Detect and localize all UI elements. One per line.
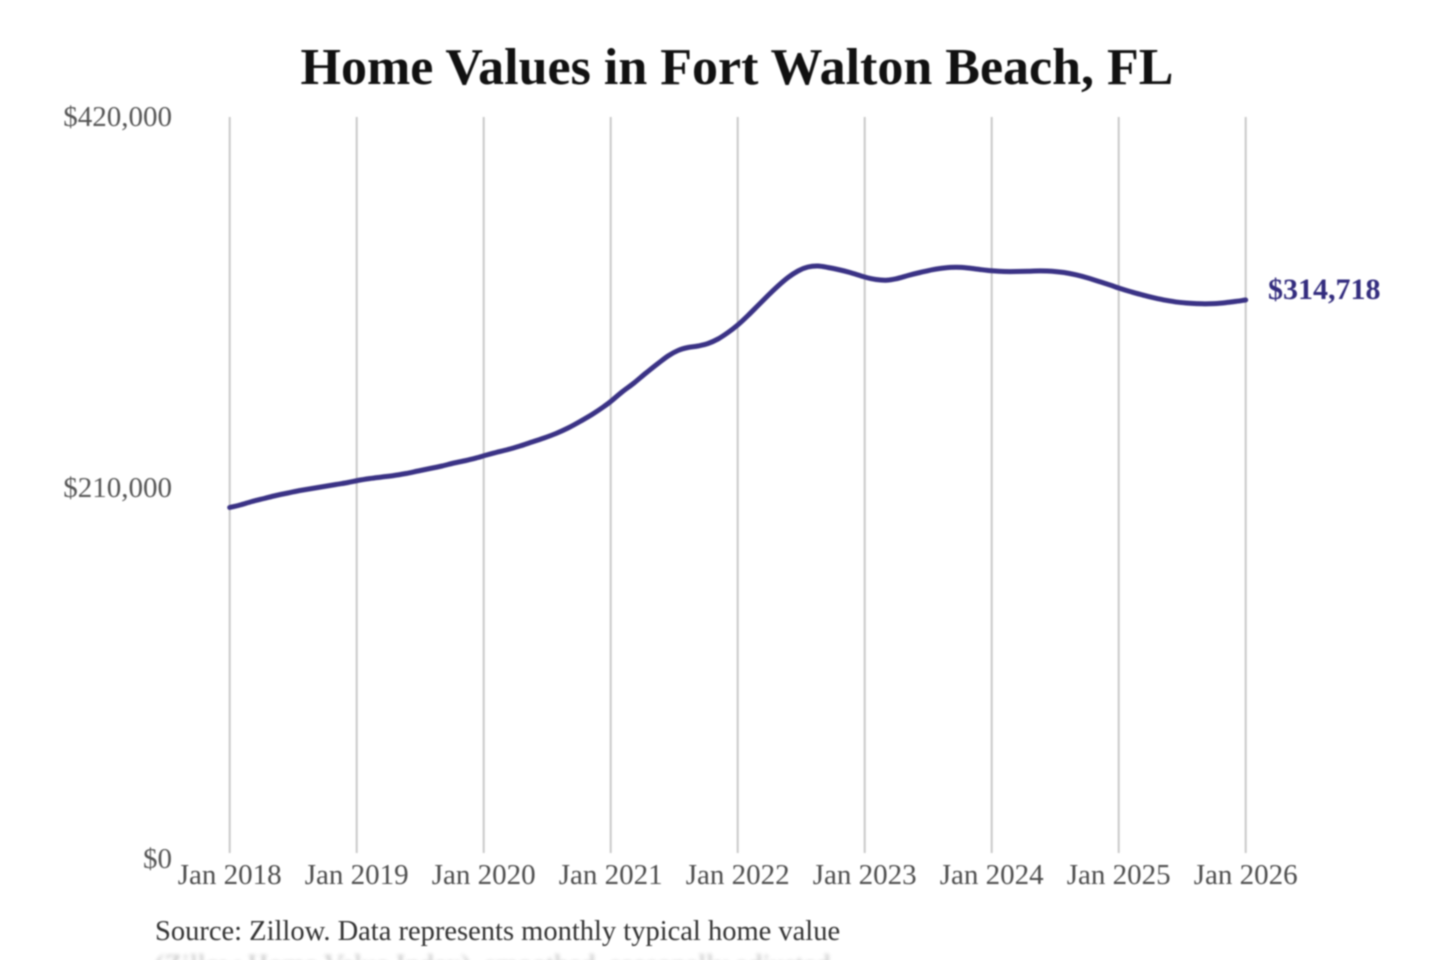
svg-text:Jan 2025: Jan 2025	[1067, 859, 1171, 891]
svg-text:Jan 2021: Jan 2021	[559, 859, 663, 891]
svg-text:Jan 2018: Jan 2018	[178, 859, 282, 891]
svg-text:Jan 2026: Jan 2026	[1194, 859, 1298, 891]
svg-text:Jan 2024: Jan 2024	[940, 859, 1044, 891]
svg-text:Source: Zillow. Data represent: Source: Zillow. Data represents monthly …	[155, 916, 840, 947]
svg-text:$210,000: $210,000	[63, 472, 172, 504]
svg-text:Jan 2019: Jan 2019	[305, 859, 409, 891]
svg-text:(Zillow Home Value Index), smo: (Zillow Home Value Index), smoothed, sea…	[155, 950, 830, 960]
svg-text:$420,000: $420,000	[63, 101, 172, 133]
svg-text:Jan 2022: Jan 2022	[686, 859, 790, 891]
svg-text:Jan 2023: Jan 2023	[813, 859, 917, 891]
svg-text:Home Values in Fort Walton Bea: Home Values in Fort Walton Beach, FL	[301, 39, 1174, 96]
svg-text:$314,718: $314,718	[1268, 273, 1381, 306]
svg-text:$0: $0	[143, 843, 172, 875]
svg-text:Jan 2020: Jan 2020	[432, 859, 536, 891]
